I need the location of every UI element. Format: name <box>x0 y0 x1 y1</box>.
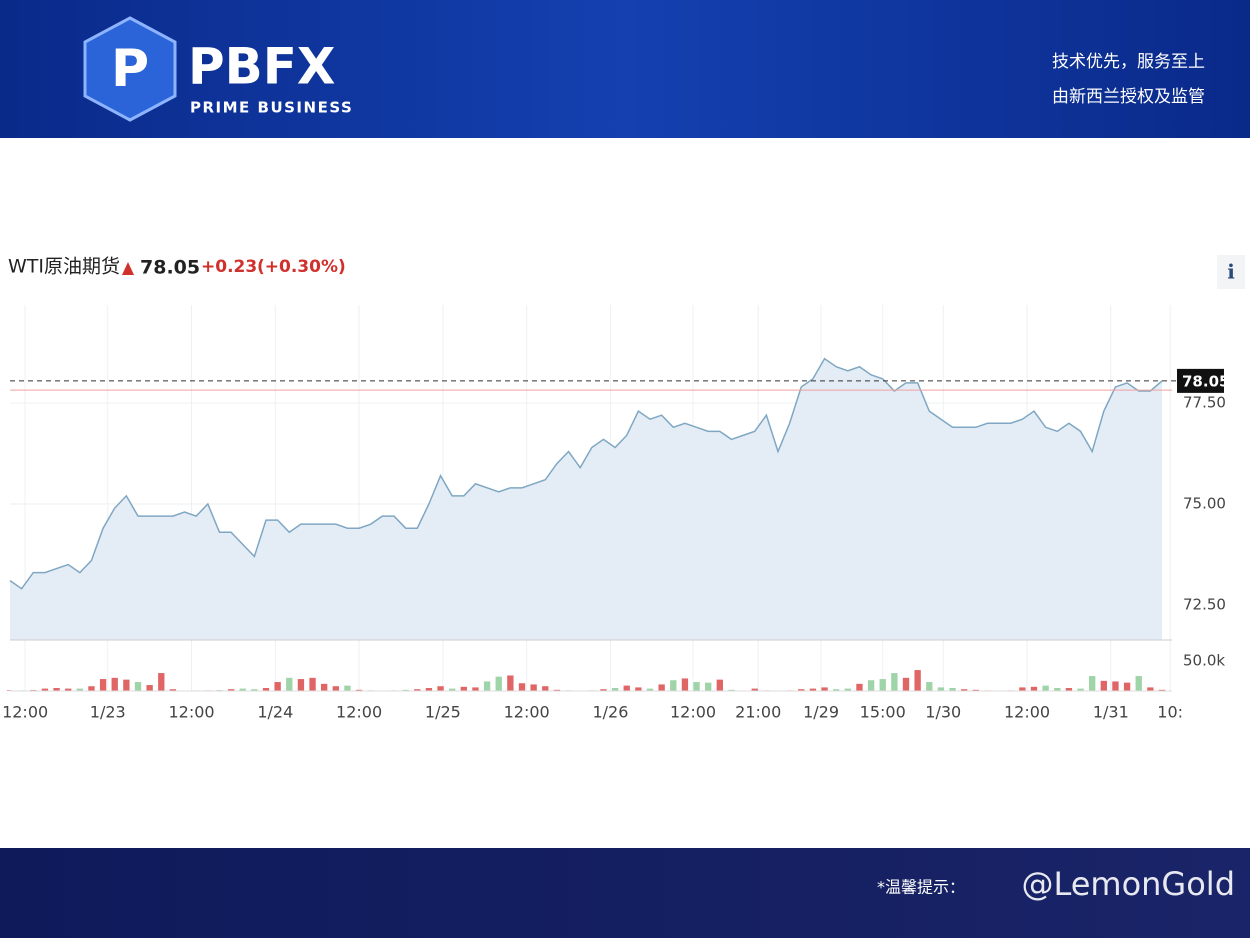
volume-bar <box>635 687 641 691</box>
volume-bar <box>333 686 339 691</box>
volume-bar <box>717 680 723 691</box>
y-tick-label: 75.00 <box>1183 494 1226 512</box>
volume-bar <box>286 678 292 691</box>
volume-bar <box>856 684 862 691</box>
volume-bar <box>1089 676 1095 691</box>
x-tick-label: 1/26 <box>592 703 628 722</box>
volume-bar <box>1042 686 1048 691</box>
volume-bar <box>938 687 944 691</box>
volume-bar <box>437 686 443 691</box>
header: P PBFX PRIME BUSINESS 技术优先，服务至上 由新西兰授权及监… <box>0 0 1250 138</box>
x-tick-label: 15:00 <box>860 703 906 722</box>
x-tick-label: 21:00 <box>735 703 781 722</box>
volume-bar <box>472 687 478 691</box>
volume-bar <box>158 673 164 691</box>
y-tick-label: 77.50 <box>1183 394 1226 412</box>
volume-bar <box>1112 681 1118 691</box>
x-tick-label: 12:00 <box>1004 703 1050 722</box>
volume-bar <box>705 683 711 691</box>
volume-bar <box>682 678 688 691</box>
regulation: 由新西兰授权及监管 <box>1052 87 1205 107</box>
volume-bar <box>100 679 106 691</box>
volume-bar <box>868 680 874 691</box>
volume-bar <box>693 682 699 691</box>
volume-bar <box>112 678 118 691</box>
volume-bar <box>484 681 490 691</box>
volume-bar <box>891 673 897 691</box>
up-arrow <box>122 262 134 275</box>
x-tick-label: 12:00 <box>2 703 48 722</box>
volume-bar <box>1019 687 1025 691</box>
volume-bar <box>914 670 920 691</box>
price: 78.05 <box>140 257 200 279</box>
x-tick-label: 12:00 <box>168 703 214 722</box>
volume-bar <box>1147 687 1153 691</box>
price-area <box>10 359 1162 640</box>
logo-text: PBFX <box>188 38 335 96</box>
x-tick-label: 1/25 <box>425 703 461 722</box>
volume-bar <box>1136 676 1142 691</box>
slogan: 技术优先，服务至上 <box>1052 52 1205 72</box>
volume-bar <box>519 683 525 691</box>
change: +0.23 <box>201 257 257 277</box>
logo-subtitle: PRIME BUSINESS <box>190 99 353 117</box>
x-tick-label: 12:00 <box>504 703 550 722</box>
watermark: @LemonGold <box>1021 865 1235 903</box>
x-tick-label: 1/23 <box>90 703 126 722</box>
info-icon[interactable]: i <box>1227 260 1235 284</box>
x-tick-label: 12:00 <box>336 703 382 722</box>
volume-bar <box>1101 681 1107 691</box>
volume-bar <box>298 679 304 691</box>
volume-bar <box>496 677 502 691</box>
x-tick-label: 1/24 <box>257 703 293 722</box>
volume-bar <box>344 686 350 691</box>
x-tick-label: 1/31 <box>1093 703 1129 722</box>
x-tick-label: 10: <box>1157 703 1183 722</box>
volume-bar <box>903 678 909 691</box>
volume-bar <box>624 686 630 691</box>
chart: WTI原油期货 78.05 +0.23 (+0.30%) i 12:00 1/23… <box>0 140 1250 840</box>
x-tick-label: 1/29 <box>803 703 839 722</box>
volume-bar <box>146 685 152 691</box>
change-pct: (+0.30%) <box>257 257 346 277</box>
volume-bar <box>542 686 548 691</box>
volume-bar <box>461 687 467 691</box>
price-tag-label: 78.05 <box>1182 372 1229 390</box>
header-graphics: P PBFX PRIME BUSINESS 技术优先，服务至上 由新西兰授权及监… <box>0 0 1250 138</box>
y-tick-label: 72.50 <box>1183 595 1226 613</box>
volume-bar <box>880 679 886 691</box>
volume-bar <box>1031 687 1037 691</box>
y2-tick-label: 50.0k <box>1183 652 1225 670</box>
volume-bar <box>321 684 327 691</box>
logo-mark: P <box>111 39 149 99</box>
volume-bar <box>670 680 676 691</box>
volume-bar <box>530 684 536 691</box>
volume-bar <box>821 687 827 691</box>
volume-bar <box>88 686 94 691</box>
notice: *温馨提示： <box>877 878 965 897</box>
x-tick-label: 12:00 <box>670 703 716 722</box>
x-tick-label: 1/30 <box>925 703 961 722</box>
chart-title: WTI原油期货 <box>8 256 120 278</box>
footer: *温馨提示： @LemonGold <box>0 848 1250 938</box>
volume-bar <box>1124 683 1130 691</box>
volume-bar <box>658 684 664 691</box>
footer-graphics: *温馨提示： @LemonGold <box>0 848 1250 938</box>
volume-bar <box>135 682 141 691</box>
volume-bar <box>309 678 315 691</box>
volume-bar <box>274 682 280 691</box>
volume-bar <box>507 675 513 691</box>
volume-bar <box>123 680 129 691</box>
volume-bar <box>926 682 932 691</box>
